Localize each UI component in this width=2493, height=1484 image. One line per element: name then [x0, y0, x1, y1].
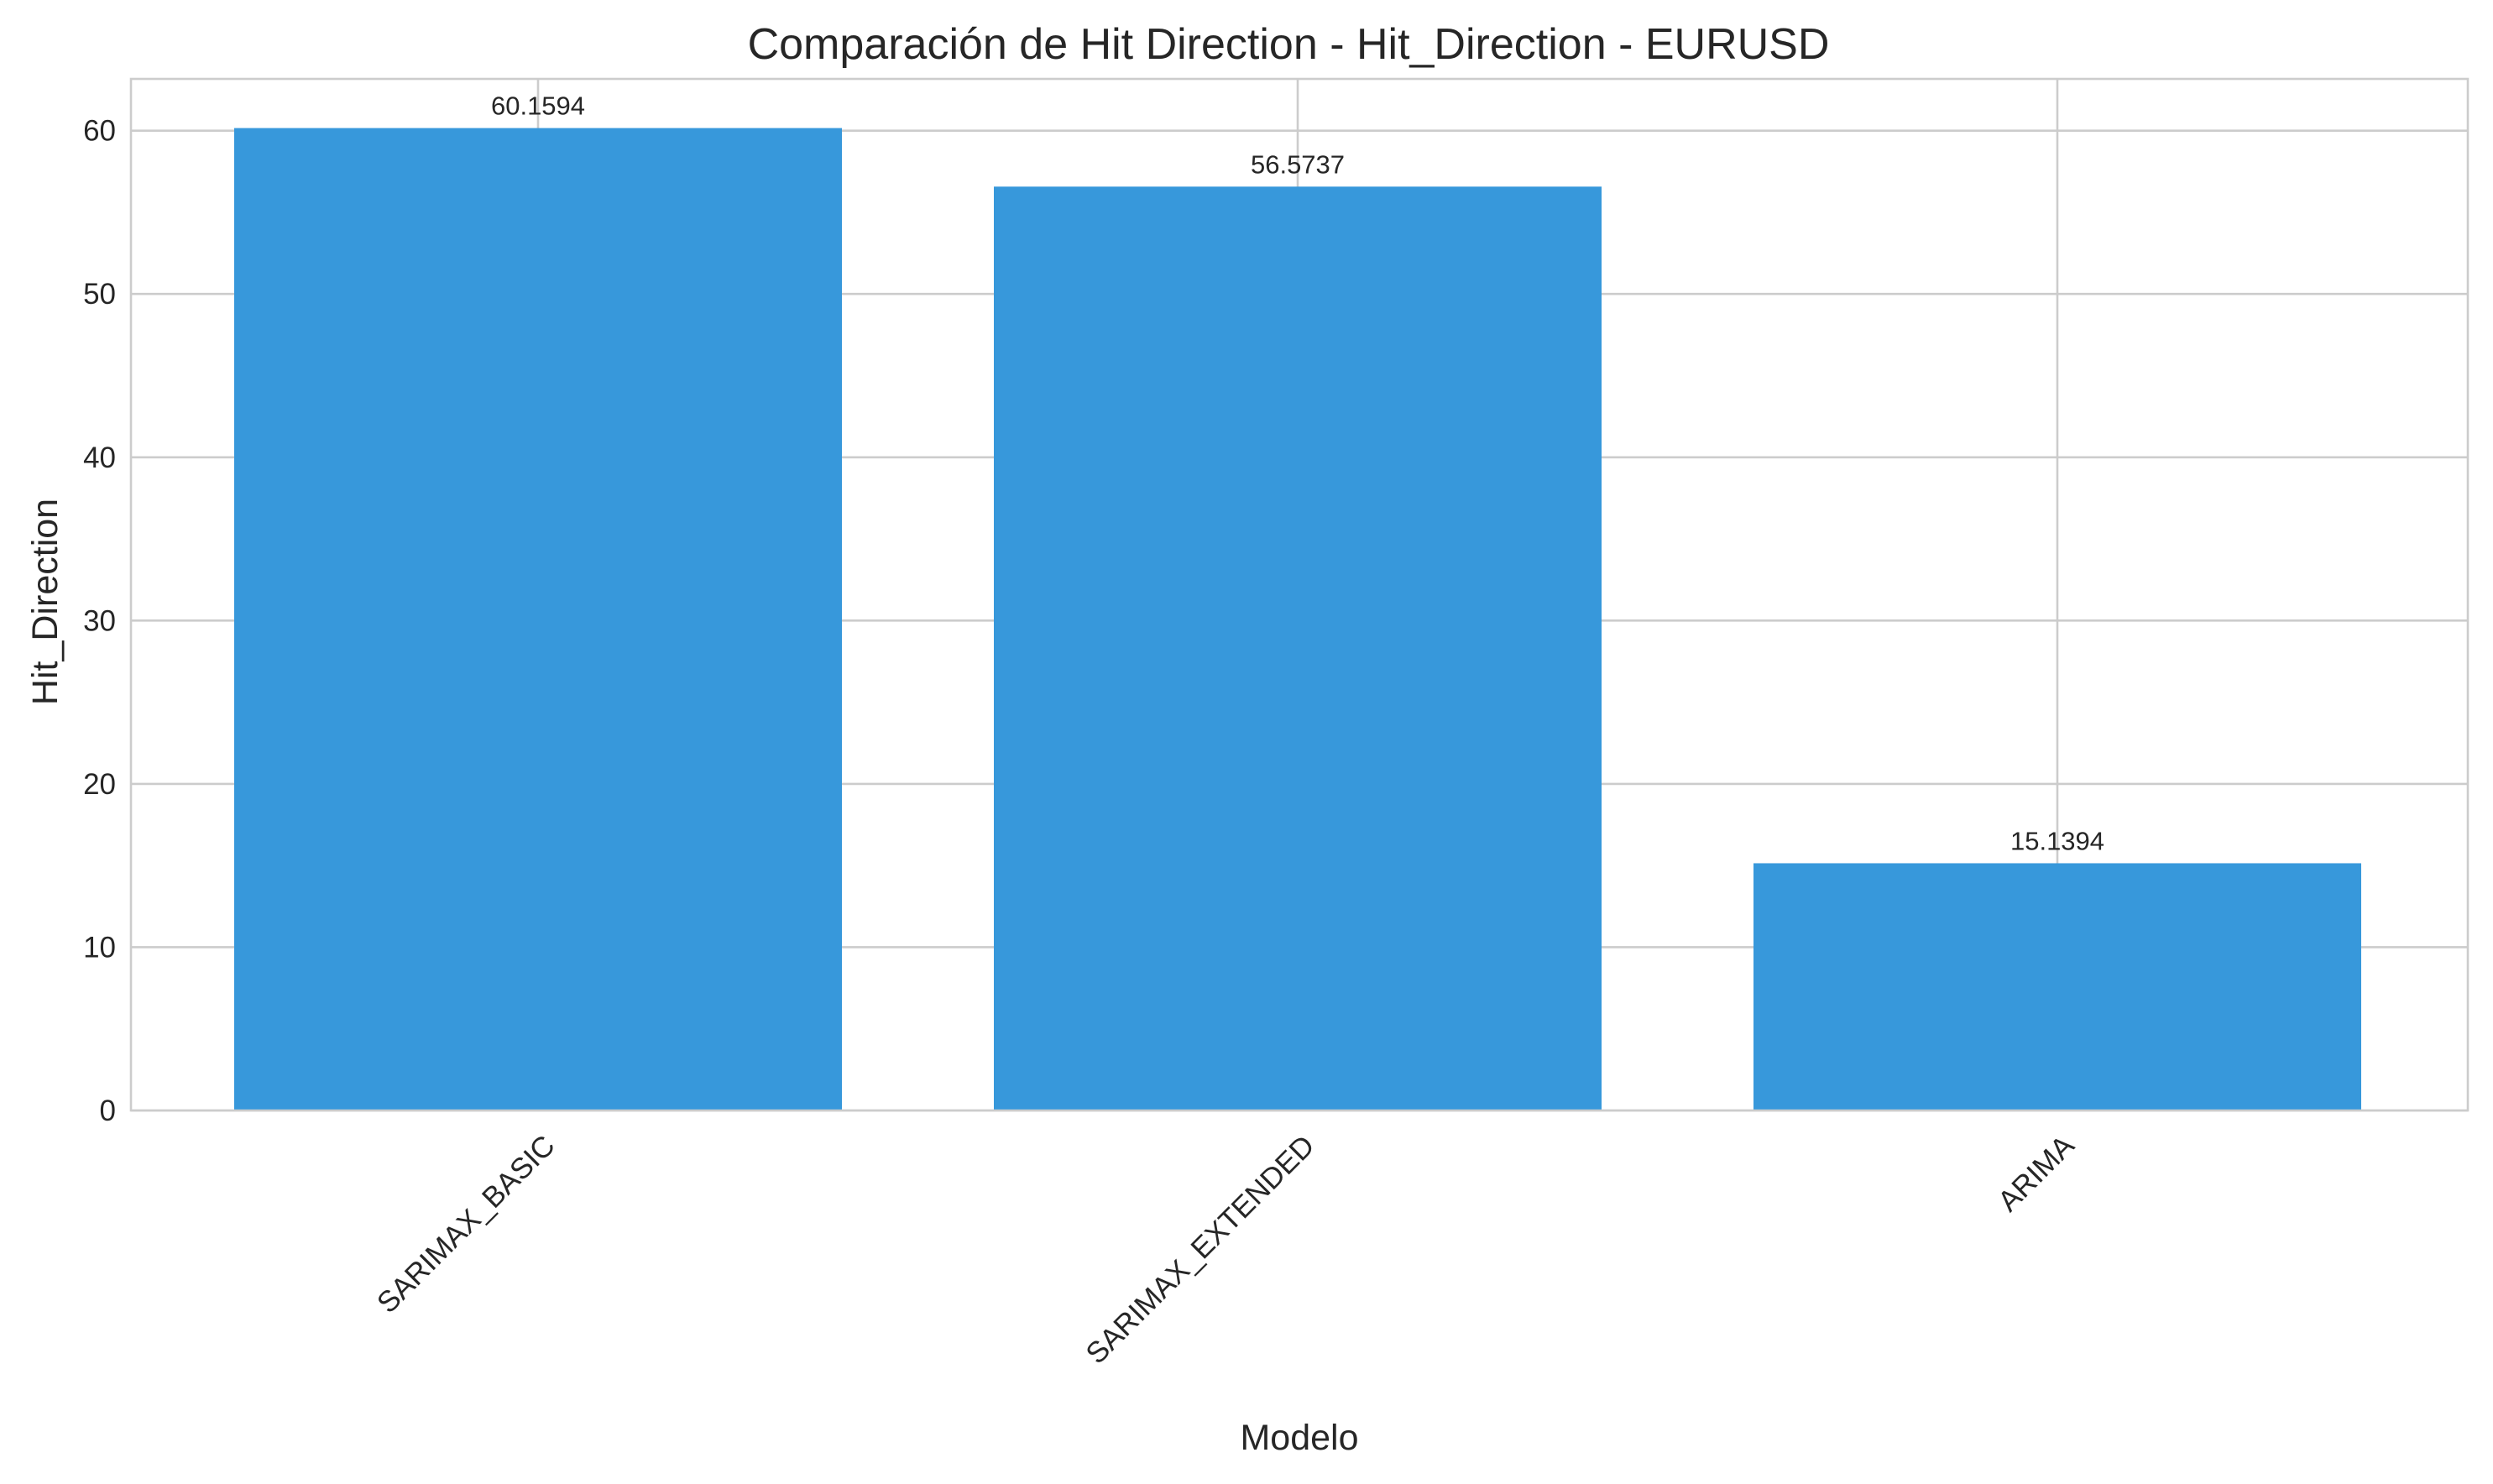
bar-value-label: 15.1394	[2010, 826, 2104, 855]
y-tick-label: 10	[83, 931, 116, 964]
bar	[234, 128, 842, 1111]
bar-value-label: 56.5737	[1251, 149, 1345, 179]
plot-frame	[129, 77, 2469, 1112]
y-tick-label: 0	[100, 1095, 116, 1127]
y-tick-label: 50	[83, 278, 116, 311]
chart-title: Comparación de Hit Direction - Hit_Direc…	[748, 20, 1830, 69]
bar-value-label: 60.1594	[491, 91, 585, 121]
bar	[994, 186, 1602, 1111]
y-axis-label: Hit_Direction	[25, 499, 65, 705]
y-tick-label: 20	[83, 768, 116, 801]
y-tick-label: 40	[83, 442, 116, 474]
x-tick-label: SARIMAX_EXTENDED	[1079, 1129, 1321, 1371]
bar-layer	[234, 128, 2361, 1111]
x-axis-label: Modelo	[1240, 1418, 1358, 1458]
x-tick-label: SARIMAX_BASIC	[371, 1129, 562, 1319]
y-tick-label: 60	[83, 115, 116, 148]
y-tick-label: 30	[83, 604, 116, 637]
bar	[1753, 863, 2361, 1110]
x-tick-label: ARIMA	[1992, 1129, 2081, 1218]
